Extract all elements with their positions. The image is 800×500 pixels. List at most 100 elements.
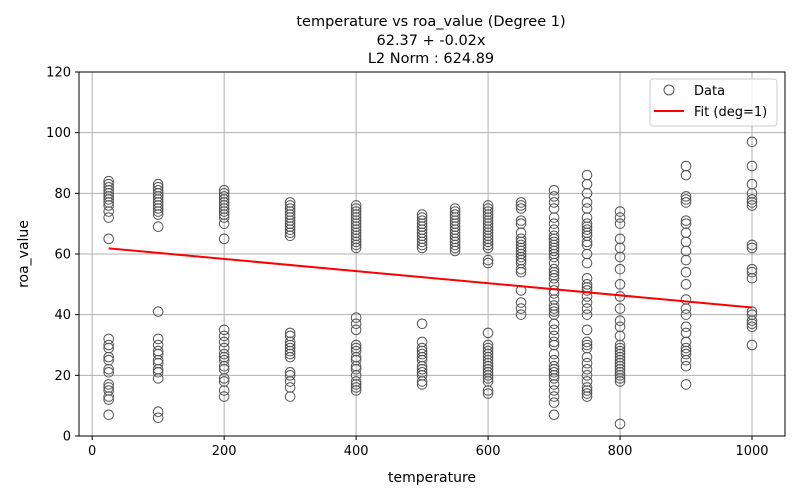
data-point [548, 379, 560, 390]
data-point [548, 367, 560, 378]
data-point [548, 363, 560, 375]
data-point [746, 321, 758, 333]
data-point [218, 185, 230, 196]
data-point [284, 224, 296, 236]
data-point [515, 309, 527, 320]
data-point [581, 385, 593, 396]
data-point [218, 233, 230, 245]
fit-line [108, 247, 753, 309]
data-point [416, 370, 428, 381]
data-point [482, 342, 494, 354]
y-tick-label: 0 [63, 430, 71, 445]
data-point [680, 336, 692, 348]
data-point [103, 178, 114, 190]
data-point [482, 388, 494, 399]
data-point [449, 224, 461, 236]
data-point [449, 218, 461, 229]
data-point [218, 373, 230, 384]
data-point [614, 357, 626, 369]
data-point [482, 385, 494, 396]
data-point [103, 354, 114, 366]
data-point [680, 348, 692, 360]
data-point [515, 263, 527, 275]
data-point [482, 363, 494, 375]
data-point [350, 242, 362, 254]
data-point [746, 200, 758, 211]
data-point [103, 385, 114, 396]
data-point [482, 373, 494, 384]
data-point [284, 327, 296, 339]
data-point [416, 218, 428, 229]
data-point [416, 345, 428, 357]
data-point [152, 354, 164, 366]
data-point [350, 376, 362, 387]
data-point [103, 333, 114, 345]
data-point [680, 321, 692, 333]
x-tick-label: 600 [476, 444, 501, 459]
data-point [350, 345, 362, 357]
legend-box [649, 78, 778, 127]
data-point [680, 279, 692, 290]
data-point [284, 336, 296, 348]
data-point [581, 285, 593, 296]
data-point [449, 245, 461, 257]
data-point [152, 373, 164, 384]
data-point [548, 324, 560, 336]
data-point [746, 309, 758, 320]
data-point [680, 191, 692, 202]
data-point [103, 409, 114, 421]
data-point [581, 324, 593, 336]
data-point [515, 297, 527, 308]
data-point [416, 379, 428, 390]
data-point [218, 385, 230, 396]
data-point [746, 266, 758, 278]
data-point [482, 345, 494, 357]
data-point [103, 394, 114, 405]
data-point [218, 324, 230, 336]
data-point [284, 391, 296, 402]
data-point [284, 367, 296, 378]
data-point [416, 230, 428, 242]
data-point [614, 321, 626, 333]
data-point [746, 339, 758, 351]
data-point [614, 345, 626, 357]
data-point [581, 382, 593, 393]
data-point [581, 224, 593, 236]
data-point [152, 178, 164, 190]
data-point [614, 212, 626, 223]
data-point [152, 412, 164, 424]
legend-label-data: Data [694, 84, 725, 99]
data-point [680, 294, 692, 305]
data-point [515, 266, 527, 278]
data-point [482, 218, 494, 229]
data-point [103, 391, 114, 402]
y-ticks: 0 20 40 60 80 100 120 [46, 66, 79, 445]
data-point [581, 363, 593, 375]
data-point [548, 306, 560, 317]
data-point [614, 263, 626, 275]
data-point [284, 376, 296, 387]
data-point [152, 345, 164, 357]
data-point [581, 218, 593, 229]
data-point [482, 257, 494, 269]
y-tick-label: 80 [54, 187, 71, 202]
data-point [548, 370, 560, 381]
x-tick-label: 1000 [735, 444, 768, 459]
data-point [482, 367, 494, 378]
data-point [680, 354, 692, 366]
data-point [548, 245, 560, 257]
data-point [482, 339, 494, 351]
data-point [416, 318, 428, 330]
data-point [548, 224, 560, 236]
data-point [482, 206, 494, 217]
data-point [614, 251, 626, 263]
data-point [482, 327, 494, 339]
data-point [350, 342, 362, 354]
data-point [614, 418, 626, 430]
data-point [416, 376, 428, 387]
data-point [581, 342, 593, 354]
data-point [614, 206, 626, 217]
data-point [614, 363, 626, 375]
data-point [548, 300, 560, 311]
